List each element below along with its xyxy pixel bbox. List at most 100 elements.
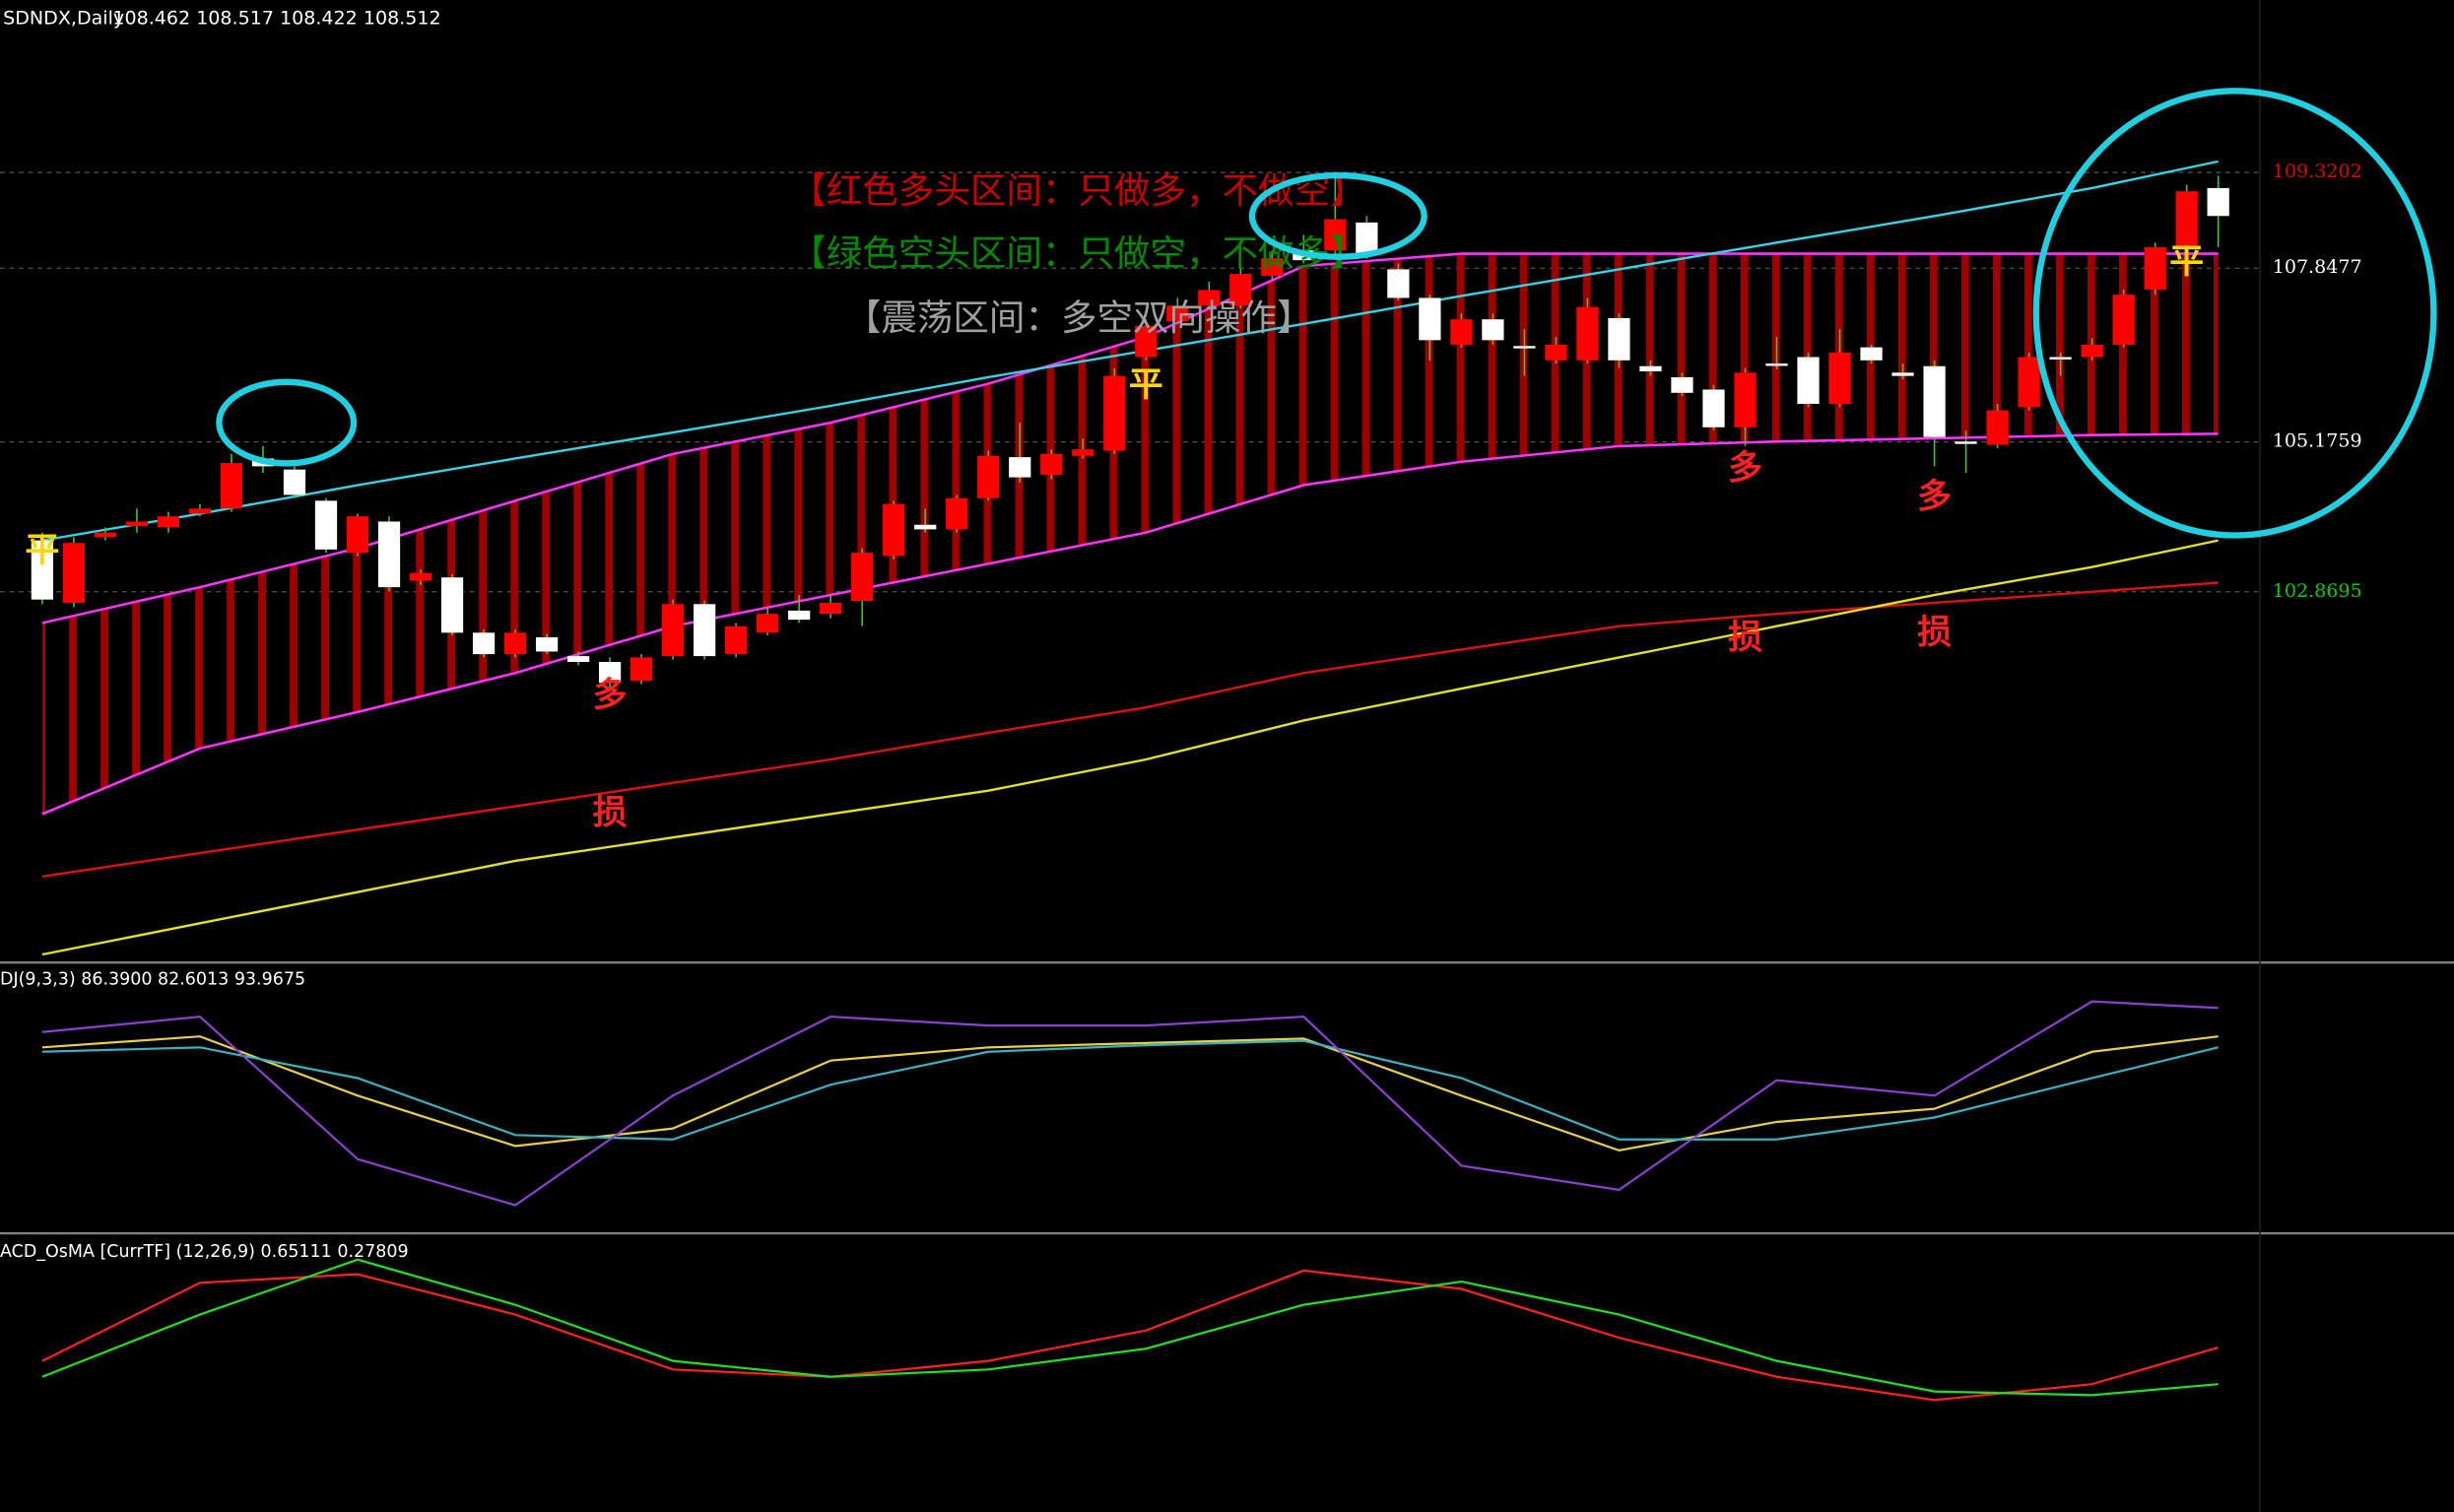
indicator-line — [41, 1258, 2219, 1397]
annotation: 【震荡区间：多空双向操作】 — [845, 296, 1313, 339]
ohlc-readout: 108.462 108.517 108.422 108.512 — [112, 8, 440, 30]
candle-body — [2175, 191, 2198, 246]
signal-marker: 损 — [1728, 618, 1762, 657]
candle-body — [1324, 219, 1347, 251]
candle-body — [1797, 357, 1820, 405]
candle-body — [377, 521, 401, 588]
candle-body — [94, 532, 117, 538]
candle-body — [346, 516, 369, 554]
highlight-circle — [216, 378, 358, 467]
candle-body — [535, 636, 559, 652]
candle-body — [2207, 187, 2229, 217]
candle-body — [1261, 258, 1284, 277]
candle-body — [725, 625, 748, 655]
channel-fill — [41, 253, 2219, 815]
candle-body — [820, 602, 842, 615]
signal-marker: 平 — [2169, 242, 2204, 282]
pane-title: DJ(9,3,3) 86.3900 82.6013 93.9675 — [0, 970, 305, 990]
candle-body — [1545, 344, 1567, 361]
indicator-line — [41, 1039, 2219, 1141]
candle-body — [946, 497, 968, 530]
candle-body — [1450, 319, 1473, 345]
candle-body — [1955, 441, 1977, 444]
pane-title: ACD_OsMA [CurrTF] (12,26,9) 0.65111 0.27… — [0, 1242, 409, 1262]
signal-marker: 多 — [1917, 478, 1952, 517]
signal-marker: 多 — [1728, 449, 1762, 489]
candle-body — [630, 657, 653, 682]
candle-body — [220, 463, 243, 509]
candle-body — [125, 521, 149, 527]
price-label: 102.8695 — [2273, 580, 2362, 602]
indicator-line — [41, 1035, 2219, 1152]
candle-body — [409, 572, 432, 581]
candle-body — [1765, 363, 1788, 366]
candle-body — [757, 614, 779, 633]
candle-body — [1608, 317, 1630, 361]
price-label: 107.8477 — [2273, 256, 2362, 278]
indicator-line — [41, 1269, 2219, 1402]
candle-body — [2144, 246, 2166, 290]
candle-body — [694, 604, 716, 657]
candle-body — [977, 455, 1000, 498]
candle-body — [2112, 295, 2135, 345]
candle-body — [851, 553, 874, 601]
candle-body — [2049, 357, 2072, 360]
candle-body — [598, 662, 622, 684]
candle-body — [1419, 297, 1441, 341]
candle-body — [1040, 453, 1063, 475]
candle-body — [1135, 325, 1158, 358]
candle-body — [31, 540, 54, 600]
indicator-line — [41, 1000, 2219, 1207]
candle-body — [1702, 389, 1725, 427]
candle-body — [283, 469, 306, 495]
candle-body — [440, 577, 464, 633]
candle-body — [314, 500, 338, 550]
signal-marker: 多 — [593, 676, 628, 715]
candle-body — [1986, 410, 2009, 445]
candle-body — [914, 524, 937, 530]
candle-body — [1387, 269, 1410, 298]
candle-body — [1356, 222, 1378, 254]
candle-body — [157, 516, 180, 528]
candle-body — [661, 604, 685, 657]
candle-body — [1923, 365, 1946, 437]
candle-body — [1166, 305, 1189, 322]
chart-title: SDNDX,Daily — [3, 8, 124, 30]
signal-marker: 损 — [593, 793, 628, 832]
candle-body — [503, 632, 527, 655]
highlight-circle — [1248, 171, 1427, 260]
price-label: 109.3202 — [2273, 161, 2362, 182]
indicator-line — [41, 539, 2219, 956]
candle-body — [1103, 375, 1126, 451]
price-label: 105.1759 — [2273, 430, 2362, 452]
candle-body — [1734, 372, 1757, 427]
candle-body — [188, 508, 212, 514]
candle-body — [1576, 306, 1599, 361]
candle-body — [1860, 347, 1883, 361]
candle-body — [1198, 290, 1221, 306]
candle-body — [1009, 457, 1031, 478]
candle-body — [1639, 365, 1662, 372]
candle-body — [1513, 346, 1536, 349]
candle-body — [1072, 449, 1094, 456]
overlay-layer — [216, 88, 2437, 539]
candle-body — [1828, 352, 1851, 405]
annotation: 【红色多头区间：只做多，不做空】 — [790, 169, 1365, 212]
candle-body — [883, 503, 905, 557]
candle-body — [2018, 357, 2040, 408]
candle-body — [788, 610, 811, 621]
candle-body — [566, 656, 590, 663]
candle-body — [1482, 319, 1504, 341]
candle-body — [472, 632, 496, 655]
signal-marker: 损 — [1917, 614, 1952, 653]
candle-body — [2081, 344, 2103, 358]
channel-line — [41, 432, 2219, 816]
candle-body — [62, 543, 86, 603]
candle-body — [1671, 376, 1693, 393]
signal-marker: 平 — [1129, 365, 1163, 405]
signal-marker: 平 — [25, 531, 59, 570]
annotation: 【绿色空头区间：只做空，不做多】 — [790, 232, 1365, 275]
candle-body — [1229, 274, 1252, 306]
